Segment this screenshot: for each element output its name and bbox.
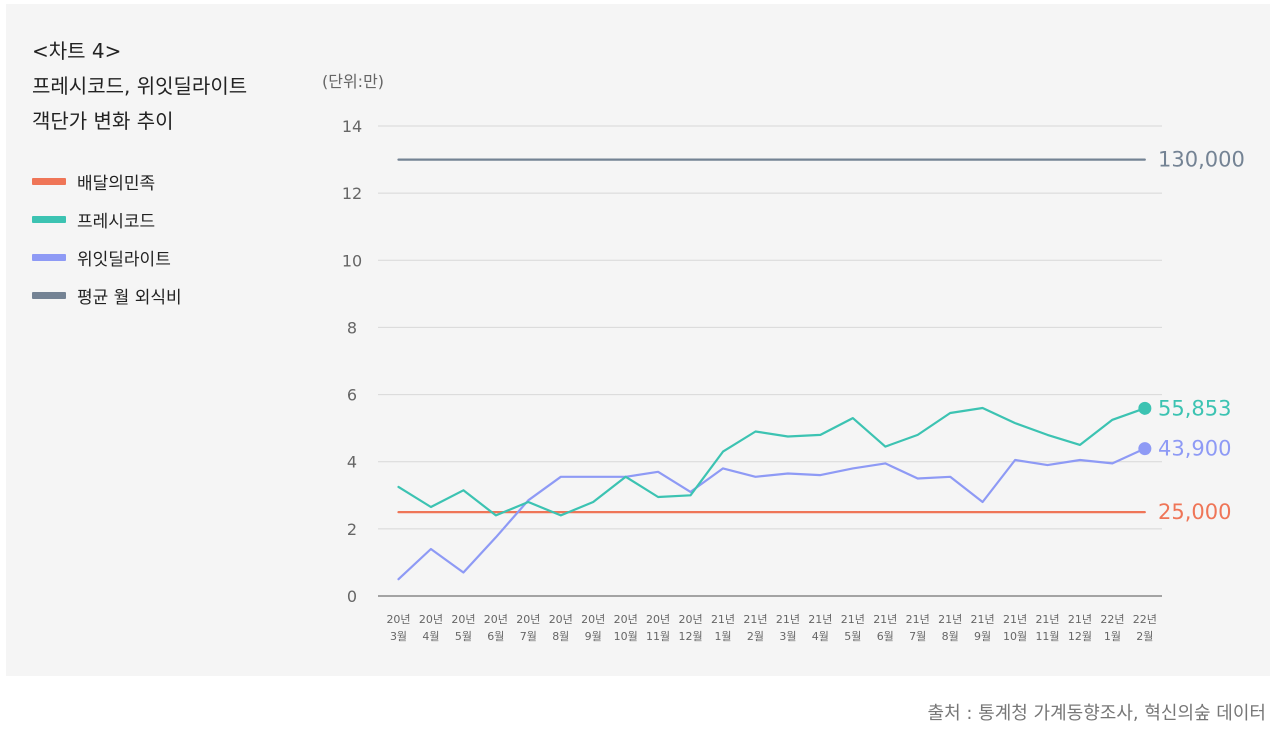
chart-title-line-2: 프레시코드, 위잇딜라이트 xyxy=(32,74,248,98)
y-tick-label: 12 xyxy=(342,184,362,203)
x-tick-label-month: 1월 xyxy=(1104,630,1121,643)
x-tick-label-month: 4월 xyxy=(812,630,829,643)
x-tick-label-year: 22년 xyxy=(1100,613,1124,626)
x-tick-label-year: 21년 xyxy=(743,613,767,626)
x-tick-label-year: 20년 xyxy=(516,613,540,626)
y-axis-unit-label: (단위:만) xyxy=(322,72,385,91)
legend-label-baemin: 배달의민족 xyxy=(77,173,156,194)
legend-swatch-baemin xyxy=(32,177,66,185)
x-tick-label-month: 5월 xyxy=(844,630,861,643)
x-tick-label-year: 20년 xyxy=(386,613,410,626)
x-tick-label-year: 20년 xyxy=(451,613,475,626)
legend-label-weeat: 위잇딜라이트 xyxy=(77,249,171,270)
x-tick-label-month: 2월 xyxy=(1136,630,1153,643)
x-tick-label-year: 21년 xyxy=(711,613,735,626)
legend-item-avg: 평균 월 외식비 xyxy=(32,276,182,314)
y-tick-label: 2 xyxy=(347,520,357,539)
x-tick-label-year: 21년 xyxy=(971,613,995,626)
legend-swatch-weeat xyxy=(32,253,66,261)
chart-legend: 배달의민족 프레시코드 위잇딜라이트 평균 월 외식비 xyxy=(32,162,182,314)
x-tick-label-month: 5월 xyxy=(455,630,472,643)
legend-item-weeat: 위잇딜라이트 xyxy=(32,238,182,276)
x-tick-label-year: 21년 xyxy=(873,613,897,626)
x-tick-label-month: 9월 xyxy=(585,630,602,643)
series-line-weeat xyxy=(397,447,1146,581)
end-label-freshcode: 55,853 xyxy=(1158,396,1231,420)
x-tick-label-year: 20년 xyxy=(614,613,638,626)
x-tick-label-year: 21년 xyxy=(938,613,962,626)
x-tick-label-year: 21년 xyxy=(1068,613,1092,626)
chart-title: <차트 4> 프레시코드, 위잇딜라이트 객단가 변화 추이 xyxy=(32,34,247,139)
x-tick-label-month: 11월 xyxy=(1035,630,1059,643)
x-tick-label-year: 21년 xyxy=(1035,613,1059,626)
x-tick-label-year: 21년 xyxy=(776,613,800,626)
end-marker-freshcode xyxy=(1138,401,1152,415)
x-tick-label-month: 2월 xyxy=(747,630,764,643)
source-note: 출처 : 통계청 가계동향조사, 혁신의숲 데이터 xyxy=(927,703,1266,724)
x-tick-label-month: 12월 xyxy=(678,630,702,643)
chart-title-line-3: 객단가 변화 추이 xyxy=(32,109,174,133)
legend-label-avg: 평균 월 외식비 xyxy=(77,287,182,308)
x-tick-label-year: 20년 xyxy=(581,613,605,626)
x-tick-label-month: 8월 xyxy=(552,630,569,643)
y-tick-label: 0 xyxy=(347,587,357,606)
end-label-weeat: 43,900 xyxy=(1158,437,1231,461)
x-tick-label-month: 10월 xyxy=(614,630,638,643)
x-tick-label-month: 7월 xyxy=(520,630,537,643)
x-tick-label-month: 3월 xyxy=(779,630,796,643)
y-tick-label: 14 xyxy=(342,117,362,136)
x-tick-label-month: 1월 xyxy=(714,630,731,643)
x-tick-label-year: 22년 xyxy=(1133,613,1157,626)
y-tick-label: 6 xyxy=(347,386,357,405)
end-marker-weeat xyxy=(1138,442,1152,456)
x-tick-label-year: 20년 xyxy=(484,613,508,626)
chart-panel xyxy=(6,4,1270,676)
x-tick-label-month: 8월 xyxy=(942,630,959,643)
x-tick-label-year: 21년 xyxy=(1003,613,1027,626)
legend-swatch-avg xyxy=(32,291,66,299)
x-tick-label-month: 11월 xyxy=(646,630,670,643)
x-tick-label-year: 21년 xyxy=(906,613,930,626)
chart-title-line-1: <차트 4> xyxy=(32,39,122,63)
y-tick-label: 10 xyxy=(342,251,362,270)
x-tick-label-year: 20년 xyxy=(419,613,443,626)
x-tick-label-month: 12월 xyxy=(1068,630,1092,643)
x-tick-label-month: 4월 xyxy=(422,630,439,643)
x-tick-label-month: 10월 xyxy=(1003,630,1027,643)
legend-label-freshcode: 프레시코드 xyxy=(77,211,156,232)
x-tick-label-month: 9월 xyxy=(974,630,991,643)
x-tick-label-year: 20년 xyxy=(646,613,670,626)
x-tick-label-year: 21년 xyxy=(808,613,832,626)
x-tick-label-month: 3월 xyxy=(390,630,407,643)
y-tick-label: 8 xyxy=(347,318,357,337)
legend-item-freshcode: 프레시코드 xyxy=(32,200,182,238)
x-tick-label-month: 6월 xyxy=(487,630,504,643)
y-tick-label: 4 xyxy=(347,453,357,472)
x-tick-label-month: 6월 xyxy=(877,630,894,643)
x-tick-label-month: 7월 xyxy=(909,630,926,643)
series-line-freshcode xyxy=(397,406,1146,517)
legend-swatch-freshcode xyxy=(32,215,66,223)
x-tick-label-year: 20년 xyxy=(678,613,702,626)
x-tick-label-year: 20년 xyxy=(549,613,573,626)
legend-item-baemin: 배달의민족 xyxy=(32,162,182,200)
end-label-baemin: 25,000 xyxy=(1158,500,1231,524)
end-label-avg: 130,000 xyxy=(1158,148,1245,172)
x-tick-label-year: 21년 xyxy=(841,613,865,626)
